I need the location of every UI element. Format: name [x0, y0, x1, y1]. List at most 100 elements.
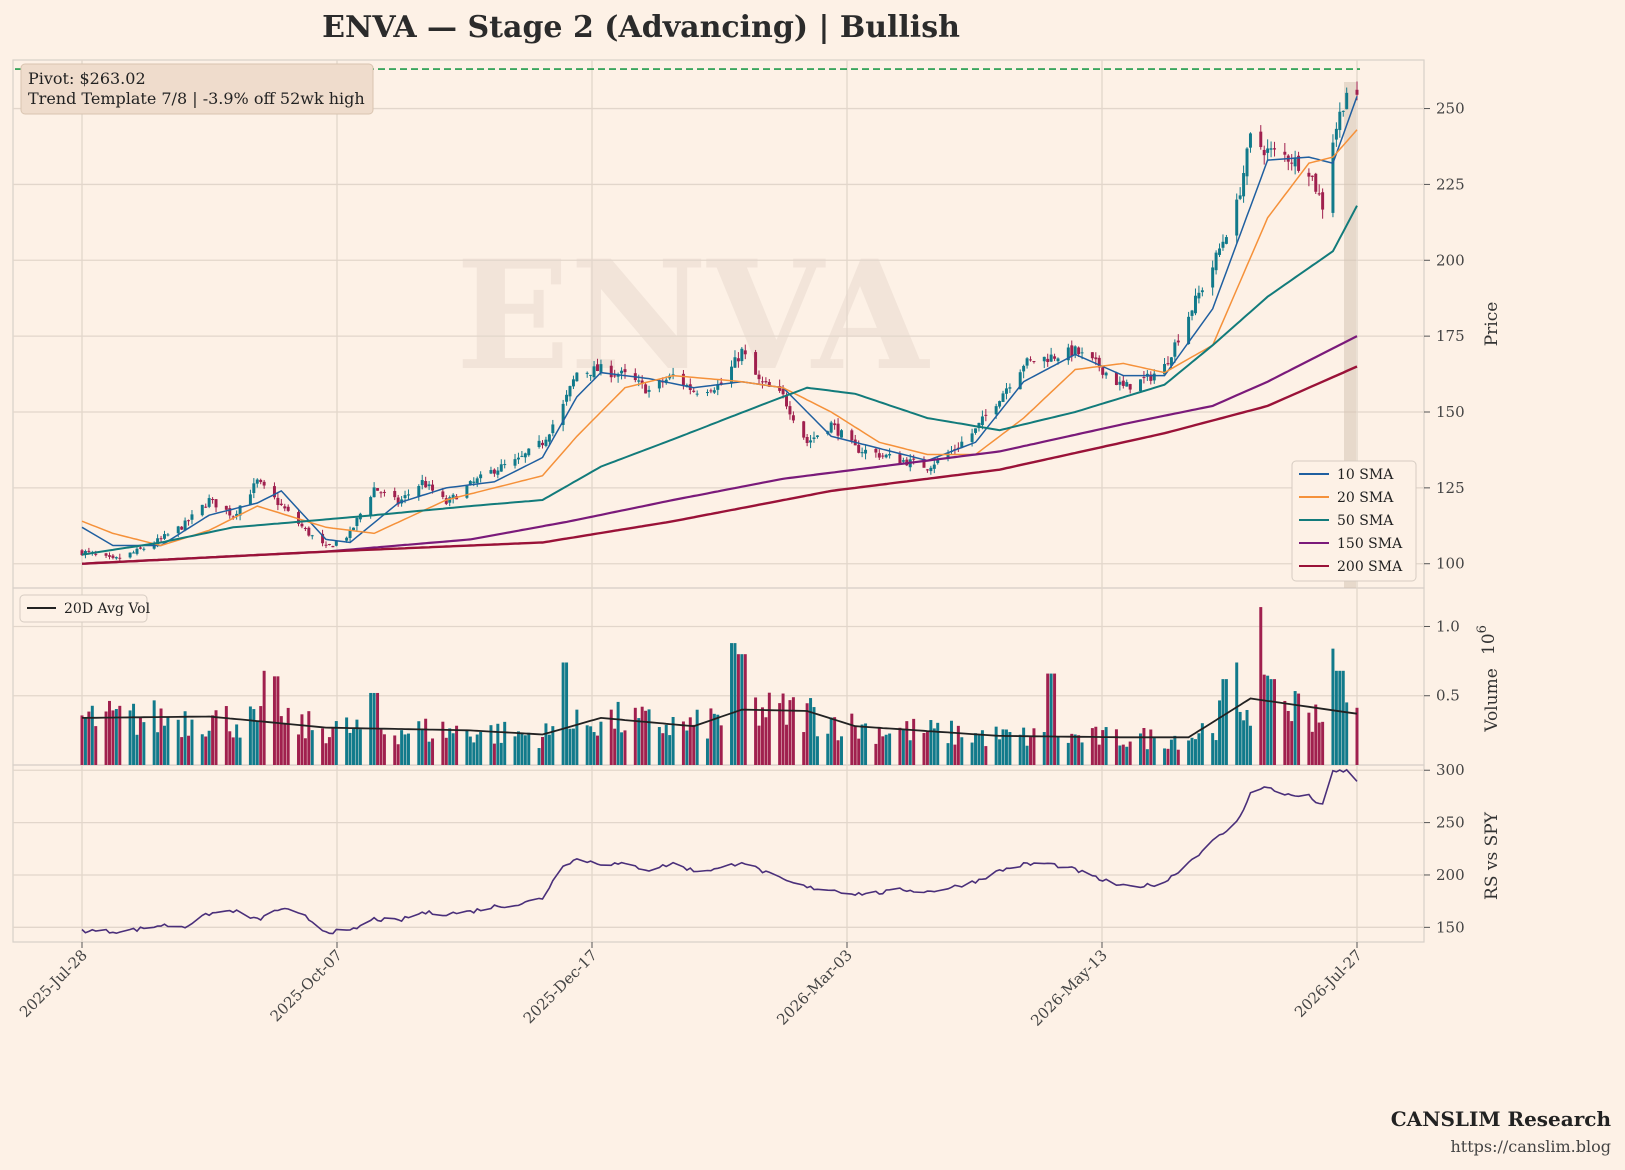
volume-bar: [1114, 729, 1118, 765]
candle-body: [764, 381, 768, 383]
volume-bar: [228, 731, 232, 765]
volume-bar: [754, 697, 758, 765]
volume-bar: [142, 722, 146, 765]
candle-body: [489, 470, 493, 474]
candle-body: [609, 365, 613, 378]
rs-tick-label: 200: [1436, 866, 1465, 884]
candle-body: [1283, 151, 1287, 155]
volume-bar: [406, 733, 410, 765]
candle-body: [1139, 379, 1142, 392]
volume-bar: [609, 709, 613, 765]
candle-body: [881, 455, 885, 457]
volume-bar: [1001, 729, 1005, 765]
volume-bar: [815, 736, 819, 765]
candle-body: [1114, 372, 1118, 386]
candle-body: [111, 555, 115, 558]
candle-body: [802, 421, 806, 438]
candle-body: [730, 366, 734, 384]
x-tick-label: 2025-Oct-07: [267, 946, 346, 1025]
volume-bar: [80, 715, 84, 765]
volume-bar: [1314, 704, 1318, 765]
candle-body: [1214, 252, 1218, 271]
volume-bar: [83, 717, 87, 765]
candle-body: [561, 403, 565, 425]
candle-body: [255, 479, 259, 484]
volume-bar: [513, 736, 517, 765]
candle-body: [781, 388, 785, 395]
candle-body: [1125, 382, 1129, 387]
candle-body: [523, 453, 527, 458]
candle-body: [1197, 292, 1201, 299]
volume-bar: [1070, 733, 1074, 765]
volume-bar: [286, 707, 290, 765]
candle-body: [352, 527, 355, 531]
footer-brand: CANSLIM Research: [1391, 1107, 1612, 1131]
candle-body: [259, 479, 263, 483]
candle-body: [809, 440, 813, 443]
candle-body: [159, 538, 163, 540]
sma-legend-box: [1291, 460, 1417, 582]
volume-bar: [1169, 739, 1173, 765]
candle-body: [864, 449, 868, 454]
x-tick-label: 2026-Mar-03: [773, 946, 856, 1029]
candle-body: [788, 406, 792, 415]
volume-bar: [1004, 729, 1008, 765]
volume-bar: [716, 714, 720, 765]
volume-bar: [778, 703, 782, 765]
volume-bar: [1345, 702, 1349, 765]
volume-bar: [1142, 728, 1146, 765]
volume-bar: [393, 735, 397, 765]
candle-body: [1042, 356, 1046, 362]
volume-bar: [207, 730, 211, 765]
candle-body: [1056, 358, 1060, 362]
volume-bar: [1262, 674, 1266, 765]
candle-body: [1293, 157, 1297, 167]
candle-body: [623, 369, 627, 373]
candle-body: [571, 379, 575, 387]
volume-bar: [884, 734, 888, 765]
volume-bar: [231, 737, 235, 765]
candle-body: [104, 553, 108, 556]
volume-bar: [159, 708, 163, 765]
volume-bar: [331, 728, 335, 765]
candle-body: [974, 428, 978, 433]
candle-body: [733, 357, 737, 368]
candle-body: [791, 415, 795, 421]
volume-bar: [355, 719, 359, 765]
volume-bar: [345, 717, 349, 765]
candle-body: [224, 505, 228, 510]
candle-body: [1142, 377, 1146, 379]
volume-bar: [1193, 739, 1197, 765]
candle-body: [613, 375, 617, 377]
volume-bar: [912, 718, 916, 765]
volume-bar: [1056, 736, 1060, 765]
candle-body: [1290, 162, 1294, 164]
volume-bar: [276, 676, 280, 765]
volume-bar: [1046, 673, 1050, 765]
volume-bar: [949, 720, 953, 765]
candle-body: [465, 485, 469, 498]
candle-body: [840, 430, 843, 438]
candle-body: [1221, 241, 1225, 248]
volume-bar: [575, 709, 579, 765]
volume-bar: [1032, 728, 1036, 765]
candle-body: [152, 544, 156, 549]
volume-bar: [400, 730, 404, 765]
candle-body: [228, 508, 232, 516]
candle-body: [812, 437, 816, 439]
volume-bar: [334, 721, 338, 765]
volume-bar: [925, 732, 929, 765]
candle-body: [1187, 316, 1191, 345]
candle-body: [166, 534, 170, 536]
candle-body: [1080, 352, 1084, 354]
volume-bar: [403, 734, 407, 765]
volume-bar: [324, 743, 328, 765]
x-tick-label: 2025-Dec-17: [520, 946, 601, 1027]
candle-body: [1104, 372, 1108, 376]
volume-bar: [451, 733, 455, 765]
volume-bar: [908, 740, 912, 765]
volume-bar: [255, 720, 259, 765]
volume-bar: [1008, 731, 1012, 765]
candle-body: [805, 437, 809, 443]
volume-bar: [214, 710, 218, 765]
